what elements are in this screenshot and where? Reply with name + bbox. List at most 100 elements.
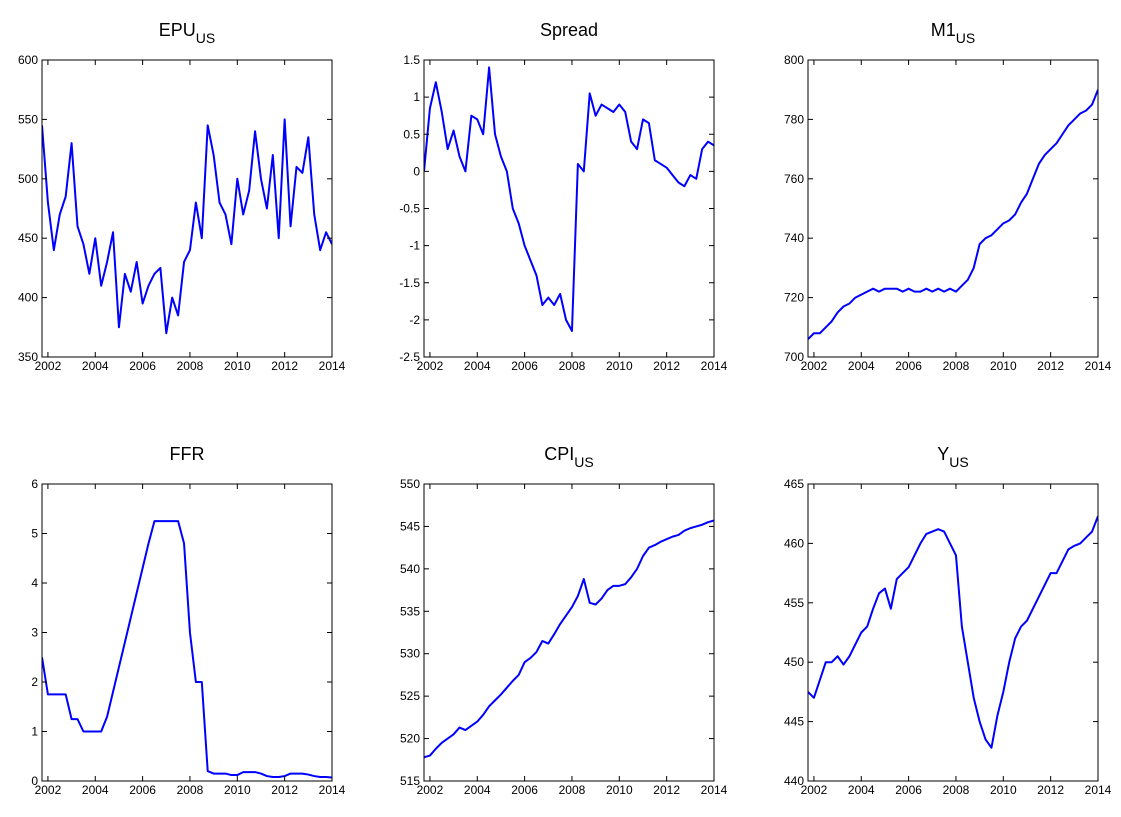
subplot: 515 520 525 530 535 540 545 550 2002 2004 2006 2008…	[400, 444, 728, 797]
data-layer	[424, 66, 714, 333]
y-tick-label: 700	[784, 350, 804, 364]
plot-area	[808, 60, 1098, 357]
y-tick-label: 0	[31, 774, 38, 788]
plot-area	[42, 484, 332, 781]
x-tick-label: 2014	[701, 359, 728, 373]
axes-box	[41, 59, 333, 358]
y-tick-label: 525	[400, 689, 420, 703]
y-tick-label: 1	[31, 725, 38, 739]
x-tick-label: 2002	[801, 359, 828, 373]
y-tick-label: -2	[409, 313, 420, 327]
x-tick-label: 2014	[1085, 783, 1112, 797]
data-layer	[42, 118, 332, 335]
x-tick-label: 2010	[990, 359, 1017, 373]
x-tick-label: 2006	[511, 783, 538, 797]
x-tick-label: 2006	[895, 359, 922, 373]
x-tick-label: 2012	[653, 359, 680, 373]
subplot: 350 400 450 500 550 600 2002 2004 2006 2008 2010 20…	[18, 20, 346, 373]
x-tick-label: 2004	[82, 359, 109, 373]
y-tick-label: 780	[784, 112, 804, 126]
y-tick-label: 0.5	[403, 127, 420, 141]
y-tick-label: 545	[400, 519, 420, 533]
y-tick-label: 450	[18, 231, 38, 245]
title-text: Y	[937, 444, 949, 464]
x-tick-label: 2002	[35, 359, 62, 373]
y-tick-label: 445	[784, 715, 804, 729]
x-tick-label: 2010	[990, 783, 1017, 797]
plot-area	[424, 484, 714, 781]
x-tick-label: 2012	[1037, 783, 1064, 797]
chart-title: CPIUS	[544, 444, 593, 470]
x-tick-label: 2006	[129, 783, 156, 797]
data-line	[424, 519, 714, 759]
x-tick-label: 2004	[82, 783, 109, 797]
x-tick-label: 2002	[417, 359, 444, 373]
x-tick-label: 2008	[559, 783, 586, 797]
title-subscript: US	[196, 30, 215, 46]
y-tick-label: 540	[400, 562, 420, 576]
plot-area	[42, 60, 332, 357]
y-tick-label: 1.5	[403, 53, 420, 67]
x-tick-label: 2014	[319, 783, 346, 797]
title-text: M1	[931, 20, 956, 40]
data-layer	[42, 520, 332, 779]
y-tick-label: 450	[784, 655, 804, 669]
x-tick-label: 2002	[417, 783, 444, 797]
x-tick-label: 2010	[606, 783, 633, 797]
y-tick-label: 3	[31, 626, 38, 640]
x-tick-label: 2006	[511, 359, 538, 373]
x-tick-label: 2012	[271, 783, 298, 797]
data-line	[424, 66, 714, 333]
x-tick-label: 2004	[848, 783, 875, 797]
title-subscript: US	[956, 30, 975, 46]
plot-area	[424, 60, 714, 357]
title-text: CPI	[544, 444, 574, 464]
data-line	[42, 520, 332, 779]
y-tick-label: -1.5	[399, 276, 420, 290]
title-text: EPU	[159, 20, 196, 40]
x-tick-label: 2004	[464, 783, 491, 797]
y-tick-label: 740	[784, 231, 804, 245]
y-tick-label: 1	[413, 90, 420, 104]
y-tick-label: 5	[31, 527, 38, 541]
data-layer	[808, 515, 1098, 749]
y-tick-label: 535	[400, 604, 420, 618]
y-tick-label: 550	[400, 477, 420, 491]
y-tick-label: 6	[31, 477, 38, 491]
x-tick-label: 2008	[943, 359, 970, 373]
y-tick-label: -2.5	[399, 350, 420, 364]
axes-box	[807, 483, 1099, 782]
title-subscript: US	[949, 454, 968, 470]
x-tick-label: 2010	[224, 359, 251, 373]
title-text: Spread	[540, 20, 598, 40]
y-tick-label: 600	[18, 53, 38, 67]
y-tick-label: -1	[409, 239, 420, 253]
data-line	[42, 118, 332, 335]
y-tick-label: 530	[400, 647, 420, 661]
y-tick-label: 760	[784, 172, 804, 186]
y-tick-label: 440	[784, 774, 804, 788]
x-tick-label: 2008	[177, 359, 204, 373]
x-tick-label: 2004	[464, 359, 491, 373]
x-tick-label: 2014	[701, 783, 728, 797]
data-layer	[808, 89, 1098, 340]
x-tick-label: 2008	[177, 783, 204, 797]
x-tick-label: 2014	[1085, 359, 1112, 373]
y-tick-label: 4	[31, 576, 38, 590]
data-line	[808, 89, 1098, 340]
y-tick-label: 350	[18, 350, 38, 364]
y-tick-label: 520	[400, 732, 420, 746]
subplot: 440 445 450 455 460 465 2002 2004 2006 2008 2010 20…	[784, 444, 1112, 797]
y-tick-label: 500	[18, 172, 38, 186]
chart-title: M1US	[931, 20, 975, 46]
y-tick-label: 400	[18, 291, 38, 305]
x-tick-label: 2008	[559, 359, 586, 373]
y-tick-label: 460	[784, 536, 804, 550]
chart-title: Spread	[540, 20, 598, 40]
x-tick-label: 2010	[606, 359, 633, 373]
y-tick-label: 465	[784, 477, 804, 491]
subplot: -2.5 -2 -1.5 -1 -0.5 0 0.5 1 1.5 2002 2004 2006 2008…	[399, 20, 727, 373]
axes-box	[423, 483, 715, 782]
x-tick-label: 2002	[801, 783, 828, 797]
